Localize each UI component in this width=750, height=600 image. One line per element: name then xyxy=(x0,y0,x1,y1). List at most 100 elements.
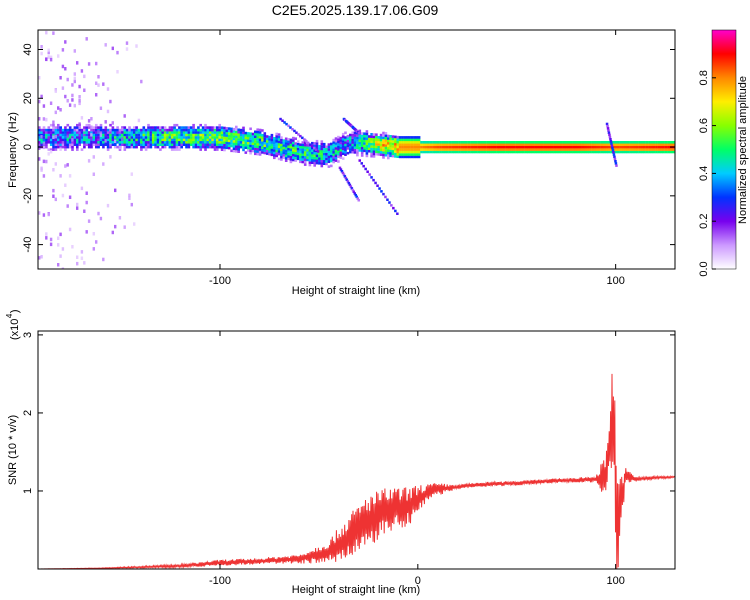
spectrogram-cell xyxy=(52,131,55,134)
spectrogram-cell xyxy=(322,147,326,151)
spectrogram-cell xyxy=(45,159,48,164)
spectrogram-cell xyxy=(655,143,658,146)
spectrogram-cell xyxy=(377,145,381,149)
spectrogram-cell xyxy=(156,136,160,139)
spectrogram-cell xyxy=(208,143,212,146)
spectrogram-cell xyxy=(281,119,284,122)
spectrogram-cell xyxy=(341,171,345,175)
spectrogram-cell xyxy=(384,134,388,137)
spectrogram-cell xyxy=(303,156,307,159)
spectrogram-cell xyxy=(579,141,582,144)
spectrogram-cell xyxy=(156,126,160,129)
spectrogram-cell xyxy=(116,133,119,137)
spectrogram-cell xyxy=(49,123,53,127)
spectrogram-cell xyxy=(462,143,466,146)
spectrogram-cell xyxy=(417,155,421,159)
spectrogram-cell xyxy=(90,145,93,149)
spectrogram-cell xyxy=(303,158,307,161)
spectrogram-cell xyxy=(296,145,300,148)
spectrogram-cell xyxy=(408,136,411,139)
spectrogram-cell xyxy=(619,150,623,154)
spectrogram-cell xyxy=(47,138,51,142)
spectrogram-cell xyxy=(78,126,81,129)
spectrogram-cell xyxy=(662,141,665,144)
spectrogram-cell xyxy=(163,145,167,149)
spectrogram-cell xyxy=(579,148,582,151)
spectrogram-cell xyxy=(216,141,219,144)
spectrogram-cell xyxy=(372,138,376,141)
spectrogram-cell xyxy=(325,145,328,149)
spectrogram-cell xyxy=(189,131,193,134)
spectrogram-cell xyxy=(258,153,262,156)
spectrogram-cell xyxy=(80,133,84,137)
spectrogram-cell xyxy=(71,128,74,132)
spectrogram-cell xyxy=(320,150,324,153)
spectrogram-cell xyxy=(292,144,295,147)
spectrogram-cell xyxy=(40,131,43,134)
spectrogram-cell xyxy=(227,146,231,150)
spectrogram-cell xyxy=(340,170,344,173)
spectrogram-cell xyxy=(237,140,240,144)
spectrogram-cell xyxy=(289,158,293,161)
spectrogram-cell xyxy=(527,150,530,154)
spectrogram-cell xyxy=(441,145,445,149)
spectrogram-cell xyxy=(374,181,377,185)
spectrogram-cell xyxy=(398,136,402,139)
spectrogram-cell xyxy=(97,138,100,142)
spectrogram-cell xyxy=(144,131,148,134)
spectrogram-cell xyxy=(486,143,490,146)
spectrogram-cell xyxy=(95,136,98,139)
spectrogram-cell xyxy=(579,145,582,149)
spectrogram-cell xyxy=(249,139,252,143)
spectrogram-cell xyxy=(593,150,597,154)
spectrogram-cell xyxy=(71,131,74,134)
spectrogram-cell xyxy=(391,149,395,153)
spectrogram-cell xyxy=(372,150,376,153)
spectrogram-cell xyxy=(536,141,540,144)
spectrogram-cell xyxy=(396,145,400,149)
spectrogram-cell xyxy=(512,143,516,146)
spectrogram-cell xyxy=(308,149,312,152)
spectrogram-cell xyxy=(629,145,632,149)
spectrogram-cell xyxy=(439,150,442,154)
snr-x-tick-label: -100 xyxy=(209,575,231,587)
spectrogram-cell xyxy=(410,138,414,142)
spectrogram-cell xyxy=(576,145,580,149)
spectrogram-cell xyxy=(111,136,115,139)
spectrogram-cell xyxy=(472,150,475,154)
spectrogram-cell xyxy=(484,143,487,146)
spectrogram-cell xyxy=(47,50,50,55)
spectrogram-cell xyxy=(206,131,210,134)
spectrogram-cell xyxy=(235,137,238,141)
spectrogram-cell xyxy=(503,148,506,151)
spectrogram-cell xyxy=(424,145,428,149)
spectrogram-cell xyxy=(410,148,414,151)
spectrogram-cell xyxy=(337,148,340,151)
spectrogram-cell xyxy=(496,148,499,151)
spectrogram-cell xyxy=(268,148,271,151)
spectrogram-cell xyxy=(365,139,369,143)
spectrogram-cell xyxy=(111,143,115,146)
spectrogram-cell xyxy=(211,138,214,142)
spectrogram-cell xyxy=(593,143,597,146)
spectrogram-cell xyxy=(194,136,198,139)
spectrogram-cell xyxy=(629,143,632,146)
spectrogram-cell xyxy=(59,76,62,80)
spectrogram-cell xyxy=(536,143,540,146)
spectrogram-cell xyxy=(477,141,480,144)
spectrogram-cell xyxy=(173,138,176,142)
spectrogram-cell xyxy=(322,142,326,146)
spectrogram-cell xyxy=(643,150,646,154)
spectrogram-cell xyxy=(631,150,635,154)
spectrogram-cell xyxy=(296,155,300,158)
spectrogram-cell xyxy=(61,267,65,269)
spectrogram-cell xyxy=(258,128,262,132)
spectrogram-cell xyxy=(391,152,395,155)
spectrogram-cell xyxy=(92,155,95,159)
spectrogram-cell xyxy=(111,131,115,134)
spectrogram-cell xyxy=(204,131,207,134)
spectrogram-cell xyxy=(137,141,141,144)
spectrogram-cell xyxy=(277,157,281,161)
spectrogram-cell xyxy=(606,124,609,128)
spectrogram-cell xyxy=(366,170,369,173)
